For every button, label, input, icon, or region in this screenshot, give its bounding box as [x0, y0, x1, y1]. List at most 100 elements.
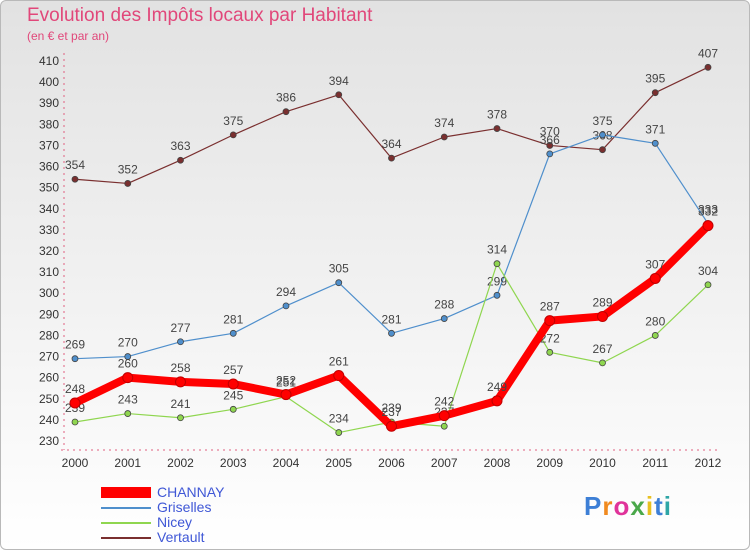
data-point — [227, 378, 239, 390]
legend-label: CHANNAY — [157, 484, 225, 500]
data-point — [649, 272, 661, 284]
data-label: 314 — [487, 243, 507, 257]
data-point — [229, 329, 237, 337]
data-point — [122, 372, 134, 384]
data-label: 363 — [170, 139, 190, 153]
legend-item-nicey: Nicey — [101, 515, 224, 530]
data-label: 269 — [65, 338, 85, 352]
data-label: 277 — [170, 321, 190, 335]
data-label: 374 — [434, 116, 454, 130]
legend-item-griselles: Griselles — [101, 500, 224, 515]
x-tick-label: 2006 — [378, 456, 405, 470]
y-tick-label: 240 — [39, 413, 59, 427]
logo-letter: x — [630, 491, 646, 521]
proxiti-logo: Proxiti — [584, 491, 672, 522]
data-label: 288 — [434, 298, 454, 312]
y-tick-label: 260 — [39, 371, 59, 385]
data-point — [386, 420, 397, 432]
data-point — [229, 405, 237, 413]
data-point — [124, 410, 132, 417]
data-label: 371 — [645, 122, 665, 136]
data-label: 333 — [698, 203, 718, 217]
data-point — [280, 389, 292, 401]
data-point — [493, 260, 501, 268]
legend-swatch-channay — [101, 487, 151, 498]
data-label: 252 — [276, 374, 296, 388]
data-point — [177, 414, 184, 422]
y-tick-label: 400 — [39, 75, 59, 89]
y-tick-label: 280 — [39, 328, 59, 342]
data-point — [546, 348, 554, 356]
data-label: 307 — [645, 257, 665, 271]
data-point — [704, 281, 712, 289]
y-tick-label: 310 — [39, 265, 59, 279]
data-point — [491, 395, 503, 407]
x-tick-label: 2000 — [62, 456, 89, 470]
data-label: 261 — [329, 355, 349, 369]
data-point — [440, 133, 448, 141]
y-tick-label: 350 — [39, 181, 59, 195]
data-label: 280 — [645, 314, 665, 328]
legend-swatch-vertault — [101, 536, 151, 539]
y-tick-label: 320 — [39, 244, 59, 258]
y-tick-label: 340 — [39, 202, 59, 216]
data-label: 332 — [698, 205, 718, 219]
data-label: 241 — [170, 397, 190, 411]
data-label: 407 — [698, 46, 718, 60]
data-label: 375 — [592, 114, 612, 128]
data-label: 375 — [223, 114, 243, 128]
legend-item-vertault: Vertault — [101, 530, 224, 545]
legend-label: Nicey — [157, 514, 193, 530]
data-point — [229, 131, 237, 139]
data-label: 294 — [276, 285, 296, 299]
y-tick-label: 370 — [39, 138, 59, 152]
data-label: 243 — [118, 393, 138, 407]
data-label: 237 — [381, 405, 401, 419]
data-point — [71, 175, 79, 183]
data-point — [546, 150, 554, 158]
data-label: 281 — [223, 312, 243, 326]
data-label: 281 — [381, 312, 401, 326]
logo-letter: i — [645, 491, 655, 521]
data-point — [599, 131, 606, 139]
y-tick-label: 250 — [39, 392, 59, 406]
legend: CHANNAY Griselles Nicey Vertault — [101, 485, 224, 545]
data-label: 352 — [118, 162, 138, 176]
data-point — [651, 139, 659, 147]
data-point — [544, 315, 556, 327]
data-point — [282, 302, 290, 310]
data-point — [71, 355, 79, 363]
data-label: 378 — [487, 108, 507, 122]
legend-swatch-griselles — [101, 506, 151, 509]
data-label: 242 — [434, 395, 454, 409]
x-tick-label: 2010 — [589, 456, 616, 470]
data-point — [438, 410, 450, 422]
y-tick-label: 360 — [39, 160, 59, 174]
data-point — [651, 332, 659, 339]
data-point — [702, 220, 714, 232]
data-point — [335, 279, 343, 287]
legend-item-channay: CHANNAY — [101, 485, 224, 500]
x-tick-label: 2001 — [114, 456, 141, 470]
x-tick-label: 2002 — [167, 456, 194, 470]
data-point — [177, 156, 184, 164]
data-point — [335, 91, 343, 99]
x-tick-label: 2012 — [695, 456, 722, 470]
data-point — [333, 370, 345, 382]
data-label: 394 — [329, 74, 349, 88]
data-point — [440, 315, 448, 322]
data-point — [282, 108, 290, 116]
logo-letter: P — [584, 491, 603, 521]
y-tick-label: 300 — [39, 286, 59, 300]
data-point — [597, 310, 608, 322]
x-tick-label: 2007 — [431, 456, 458, 470]
legend-label: Vertault — [157, 529, 205, 545]
data-label: 267 — [592, 342, 612, 356]
data-point — [388, 329, 395, 337]
logo-letter: r — [602, 491, 614, 521]
data-point — [175, 376, 186, 388]
x-tick-label: 2011 — [642, 456, 668, 470]
data-label: 270 — [118, 336, 138, 350]
